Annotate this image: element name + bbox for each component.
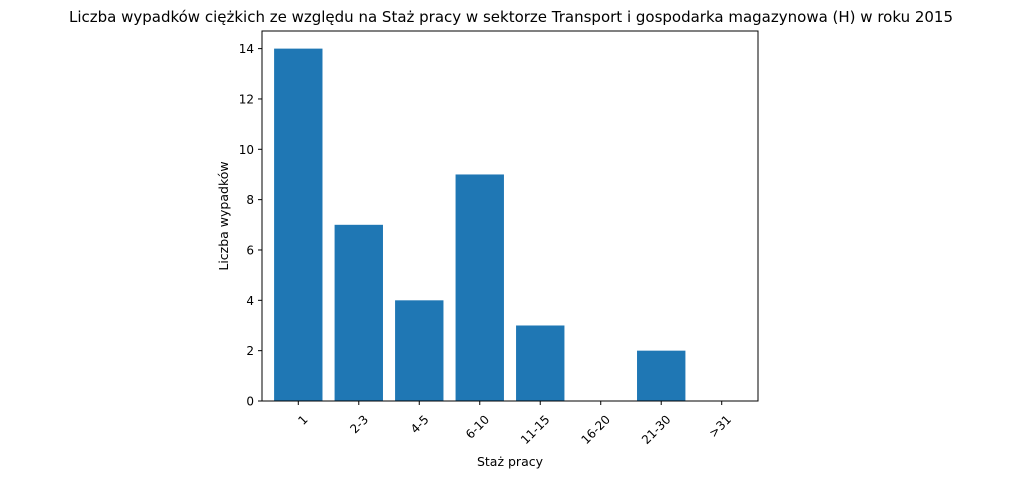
x-tick-label: 4-5 (408, 412, 432, 436)
plot-area (274, 48, 686, 401)
y-tick-label: 14 (239, 42, 254, 56)
y-tick-label: 2 (246, 344, 254, 358)
y-tick-label: 0 (246, 395, 254, 409)
x-tick-label: 6-10 (463, 412, 492, 441)
bar-2-3 (334, 224, 383, 401)
chart-title: Liczba wypadków ciężkich ze względu na S… (69, 8, 953, 26)
x-tick-label: 2-3 (347, 412, 371, 436)
bar-11-15 (516, 325, 565, 401)
y-axis-label: Liczba wypadków (216, 161, 231, 270)
y-tick-label: 4 (246, 294, 254, 308)
y-tick-label: 8 (246, 193, 254, 207)
x-tick-label: 1 (295, 412, 310, 427)
y-tick-label: 10 (239, 143, 254, 157)
y-tick-label: 6 (246, 243, 254, 257)
x-tick-label: 21-30 (639, 412, 674, 447)
x-tick-label: >31 (706, 412, 734, 440)
x-axis: 1 2-3 4-5 6-10 11-15 16-20 21-30 >31 (295, 401, 734, 447)
y-axis: 0 2 4 6 8 10 12 14 (239, 42, 262, 409)
y-tick-label: 12 (239, 92, 254, 106)
plot-frame (261, 30, 759, 402)
x-tick-label: 16-20 (579, 412, 614, 447)
bar-6-10 (455, 174, 504, 401)
x-axis-label: Staż pracy (477, 454, 544, 469)
bar-21-30 (637, 350, 686, 401)
bar-1 (274, 48, 323, 401)
x-tick-label: 11-15 (518, 412, 553, 447)
bar-4-5 (395, 300, 444, 401)
